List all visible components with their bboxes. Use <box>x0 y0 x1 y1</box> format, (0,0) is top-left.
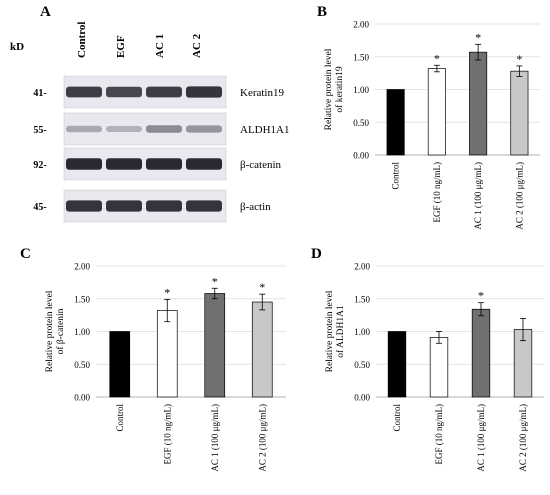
protein-label: Keratin19 <box>240 87 284 99</box>
bar <box>387 331 407 398</box>
significance-marker: * <box>516 52 522 66</box>
y-tick-label: 1.50 <box>354 294 370 304</box>
x-tick-label: AC 1 (100 μg/mL) <box>476 404 486 472</box>
protein-label: β-actin <box>240 201 271 213</box>
lane-label: AC 2 <box>191 33 203 58</box>
bar <box>471 308 491 398</box>
blot-band <box>106 126 142 132</box>
blot-band <box>146 86 182 98</box>
lane-label: EGF <box>115 35 127 58</box>
molecular-weight-label: 92- <box>33 160 46 171</box>
significance-marker: * <box>478 289 484 303</box>
lane-label: AC 1 <box>154 34 166 58</box>
x-tick-label: AC 2 (100 μg/mL) <box>518 404 528 472</box>
bar <box>109 331 131 398</box>
y-axis-label: Relative protein level <box>325 290 335 372</box>
x-tick-label: AC 1 (100 μg/mL) <box>473 162 483 230</box>
y-tick-label: 1.00 <box>74 327 90 337</box>
lane-labels: Control EGF AC 1 AC 2 <box>76 22 203 58</box>
y-axis-label: Relative protein level <box>324 48 334 130</box>
x-tick-label: EGF (10 ng/mL) <box>432 162 442 223</box>
y-axis-label: of β-catenin <box>55 308 66 354</box>
y-tick-label: 1.00 <box>353 85 369 95</box>
protein-label: ALDH1A1 <box>240 124 290 136</box>
panel-letter-a: A <box>40 4 51 20</box>
blot-band <box>186 158 222 170</box>
panel-letter-d: D <box>311 246 322 262</box>
blot-row: 55- ALDH1A1 <box>33 112 290 146</box>
molecular-weight-label: 41- <box>33 88 46 99</box>
kd-label: kD <box>10 41 24 53</box>
y-tick-label: 0.50 <box>354 360 370 370</box>
y-tick-label: 0.00 <box>353 151 369 161</box>
blot-band <box>66 158 102 170</box>
y-tick-label: 2.00 <box>354 262 370 272</box>
x-tick-label: AC 2 (100 μg/mL) <box>514 162 524 230</box>
chart-aldh1a1: 0.00 0.50 1.00 1.50 2.00 Relative protein lev… <box>325 262 544 472</box>
y-tick-label: 1.00 <box>354 327 370 337</box>
significance-marker: * <box>212 274 218 288</box>
y-tick-label: 2.00 <box>353 20 369 30</box>
x-tick-label: EGF (10 ng/mL) <box>162 404 172 465</box>
blot-row: 92- β-catenin <box>33 147 282 181</box>
protein-label: β-catenin <box>240 159 282 171</box>
bar <box>156 310 178 398</box>
y-tick-label: 0.00 <box>354 393 370 403</box>
x-tick-label: AC 2 (100 μg/mL) <box>257 404 267 472</box>
y-axis-label: of ALDH1A1 <box>335 305 346 358</box>
blot-band <box>66 86 102 98</box>
chart-beta-catenin: 0.00 0.50 1.00 1.50 2.00 Relative protein lev… <box>45 262 286 472</box>
blot-band <box>106 158 142 170</box>
y-tick-label: 1.50 <box>74 294 90 304</box>
x-tick-label: AC 1 (100 μg/mL) <box>210 404 220 472</box>
bar <box>429 337 449 398</box>
y-tick-label: 0.00 <box>74 393 90 403</box>
blot-band <box>186 86 222 98</box>
blot-band <box>106 200 142 212</box>
x-tick-label: Control <box>115 404 125 432</box>
bar <box>204 293 226 398</box>
bar <box>386 89 405 156</box>
y-axis-label: Relative protein level <box>45 290 55 372</box>
bar <box>510 70 529 156</box>
significance-marker: * <box>434 51 440 65</box>
chart-keratin19: 0.00 0.50 1.00 1.50 2.00 Relative protein lev… <box>324 20 540 230</box>
significance-marker: * <box>259 280 265 294</box>
blot-row: 41- Keratin19 <box>33 75 284 109</box>
blot-band <box>66 200 102 212</box>
blot-rows: 41- Keratin19 55- ALDH1A1 92- β-catenin 45- β-a… <box>33 75 290 223</box>
blot-band <box>106 86 142 98</box>
panel-letter-b: B <box>317 4 328 20</box>
blot-band <box>186 200 222 212</box>
blot-band <box>146 158 182 170</box>
x-tick-label: Control <box>392 404 402 432</box>
blot-row: 45- β-actin <box>33 189 271 223</box>
y-tick-label: 2.00 <box>74 262 90 272</box>
x-tick-label: Control <box>391 162 401 190</box>
y-tick-label: 0.50 <box>74 360 90 370</box>
lane-label: Control <box>76 22 88 58</box>
x-tick-label: EGF (10 ng/mL) <box>434 404 444 465</box>
blot-band <box>146 125 182 133</box>
blot-band <box>66 125 102 133</box>
bar <box>427 68 446 156</box>
blot-band <box>146 200 182 212</box>
bar <box>469 51 488 156</box>
y-axis-label: of keratin19 <box>334 66 345 112</box>
y-tick-label: 1.50 <box>353 52 369 62</box>
blot-band <box>186 125 222 133</box>
panel-letter-c: C <box>20 246 31 262</box>
significance-marker: * <box>164 285 170 299</box>
y-tick-label: 0.50 <box>353 118 369 128</box>
molecular-weight-label: 55- <box>33 125 46 136</box>
significance-marker: * <box>475 30 481 44</box>
bar <box>251 301 273 398</box>
molecular-weight-label: 45- <box>33 202 46 213</box>
western-blot-panel: kD Control EGF AC 1 AC 2 41- Keratin19 55- ALD… <box>10 22 290 223</box>
